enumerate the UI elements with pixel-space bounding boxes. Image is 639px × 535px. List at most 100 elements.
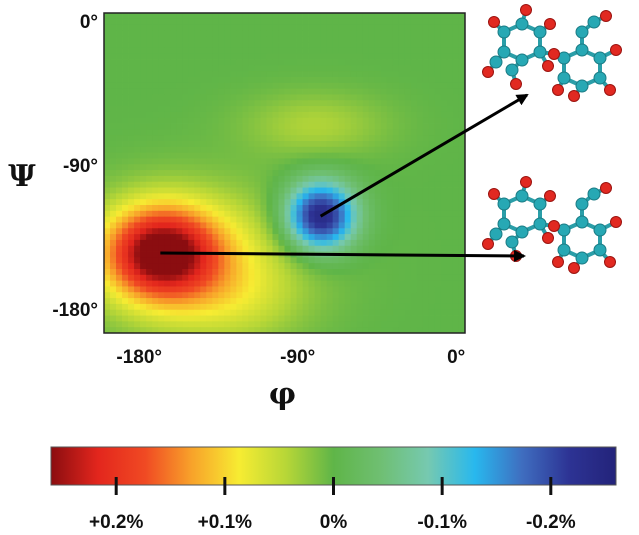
heatmap-cell bbox=[158, 216, 165, 223]
heatmap-cell bbox=[242, 111, 249, 119]
heatmap-cell bbox=[296, 65, 303, 72]
heatmap-cell bbox=[272, 315, 279, 322]
heatmap-cell bbox=[338, 123, 346, 130]
heatmap-cell bbox=[188, 82, 195, 90]
heatmap-cell bbox=[398, 82, 406, 90]
heatmap-cell bbox=[206, 205, 213, 212]
heatmap-cell bbox=[290, 59, 297, 66]
heatmap-cell bbox=[344, 117, 352, 124]
heatmap-cell bbox=[290, 269, 297, 276]
heatmap-cell bbox=[116, 263, 123, 270]
heatmap-cell bbox=[398, 239, 406, 247]
heatmap-cell bbox=[176, 111, 183, 119]
heatmap-cell bbox=[368, 82, 376, 90]
heatmap-cell bbox=[134, 303, 141, 311]
heatmap-cell bbox=[242, 53, 249, 60]
heatmap-cell bbox=[392, 117, 400, 124]
heatmap-cell bbox=[332, 327, 340, 334]
heatmap-cell bbox=[254, 181, 261, 188]
heatmap-cell bbox=[344, 280, 352, 287]
heatmap-cell bbox=[386, 292, 394, 299]
heatmap-cell bbox=[122, 205, 129, 212]
heatmap-cell bbox=[188, 141, 195, 148]
heatmap-cell bbox=[122, 111, 129, 119]
heatmap-cell bbox=[356, 245, 364, 252]
heatmap-cell bbox=[284, 210, 291, 218]
heatmap-cell bbox=[206, 234, 213, 241]
molecule-structures bbox=[482, 4, 622, 274]
heatmap-cell bbox=[164, 111, 171, 119]
heatmap-cell bbox=[152, 59, 159, 66]
heatmap-cell bbox=[326, 18, 334, 26]
heatmap-cell bbox=[302, 47, 309, 55]
heatmap-cell bbox=[440, 239, 448, 247]
heatmap-cell bbox=[278, 30, 285, 37]
heatmap-cell bbox=[404, 321, 412, 328]
heatmap-cell bbox=[404, 292, 412, 299]
heatmap-cell bbox=[434, 71, 442, 78]
heatmap-cell bbox=[428, 135, 436, 142]
heatmap-cell bbox=[428, 71, 436, 78]
heatmap-cell bbox=[158, 210, 165, 218]
y-tick-label: -180° bbox=[52, 300, 98, 321]
heatmap-cell bbox=[122, 106, 129, 113]
heatmap-cell bbox=[428, 205, 436, 212]
heatmap-cell bbox=[398, 42, 406, 49]
heatmap-cell bbox=[110, 269, 117, 276]
heatmap-cell bbox=[116, 205, 123, 212]
heatmap-cell bbox=[344, 234, 352, 241]
heatmap-cell bbox=[326, 245, 334, 252]
heatmap-cell bbox=[452, 245, 460, 252]
heatmap-cell bbox=[278, 24, 285, 31]
heatmap-cell bbox=[422, 286, 430, 293]
heatmap-cell bbox=[212, 321, 219, 328]
heatmap-cell bbox=[332, 77, 340, 84]
heatmap-cell bbox=[314, 257, 321, 264]
heatmap-cell bbox=[446, 327, 454, 334]
upper-molecule bbox=[482, 4, 622, 102]
heatmap-cell bbox=[164, 13, 171, 20]
heatmap-cell bbox=[338, 47, 346, 55]
heatmap-cell bbox=[320, 152, 328, 159]
heatmap-cell bbox=[296, 100, 303, 107]
heatmap-cell bbox=[134, 216, 141, 223]
heatmap-cell bbox=[116, 274, 123, 282]
heatmap-cell bbox=[434, 298, 442, 305]
heatmap-cell bbox=[266, 30, 273, 37]
heatmap-cell bbox=[200, 274, 207, 282]
heatmap-cell bbox=[236, 315, 243, 322]
heatmap-cell bbox=[212, 24, 219, 31]
heatmap-cell bbox=[230, 36, 237, 43]
heatmap-cell bbox=[200, 59, 207, 66]
heatmap-cell bbox=[176, 187, 183, 194]
heatmap-cell bbox=[398, 94, 406, 101]
heatmap-cell bbox=[452, 36, 460, 43]
heatmap-cell bbox=[296, 18, 303, 26]
heatmap-cell bbox=[194, 274, 201, 282]
heatmap-cell bbox=[332, 152, 340, 159]
heatmap-cell bbox=[212, 303, 219, 311]
heatmap-cell bbox=[308, 53, 315, 60]
heatmap-cell bbox=[122, 30, 129, 37]
heatmap-cell bbox=[212, 135, 219, 142]
heatmap-cell bbox=[110, 106, 117, 113]
heatmap-cell bbox=[266, 13, 273, 20]
heatmap-cell bbox=[212, 129, 219, 136]
heatmap-cell bbox=[386, 187, 394, 194]
heatmap-cell bbox=[242, 65, 249, 72]
heatmap-cell bbox=[104, 280, 111, 287]
heatmap-cell bbox=[104, 193, 111, 200]
heatmap-cell bbox=[368, 47, 376, 55]
heatmap-cell bbox=[128, 239, 135, 247]
heatmap-cell bbox=[212, 94, 219, 101]
heatmap-cell bbox=[374, 321, 382, 328]
heatmap-cell bbox=[362, 245, 370, 252]
heatmap-cell bbox=[146, 210, 153, 218]
heatmap-cell bbox=[158, 175, 165, 183]
heatmap-cell bbox=[422, 257, 430, 264]
heatmap-cell bbox=[146, 175, 153, 183]
heatmap-cell bbox=[254, 280, 261, 287]
heatmap-cell bbox=[218, 269, 225, 276]
heatmap-cell bbox=[170, 94, 177, 101]
heatmap-cell bbox=[266, 193, 273, 200]
